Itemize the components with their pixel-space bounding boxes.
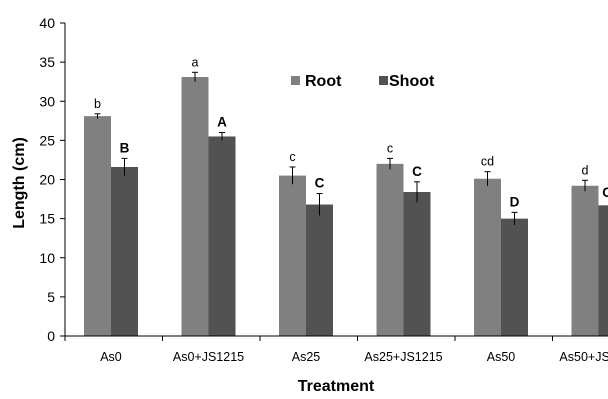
axes xyxy=(64,23,608,337)
significance-label: d xyxy=(582,163,589,177)
y-tick-label: 20 xyxy=(39,172,55,188)
significance-label: c xyxy=(387,141,393,155)
significance-label: c xyxy=(289,150,295,164)
bar-root xyxy=(474,178,501,336)
x-axis-title: Treatment xyxy=(298,378,375,395)
bar-shoot xyxy=(306,204,333,336)
legend-label-root: Root xyxy=(305,73,342,90)
bar-shoot xyxy=(598,205,608,336)
legend-swatch-root xyxy=(291,76,300,85)
y-tick-label: 35 xyxy=(39,54,55,70)
significance-label: b xyxy=(94,97,101,111)
bar-shoot xyxy=(208,136,236,336)
significance-label: B xyxy=(120,140,130,155)
y-axis-title: Length (cm) xyxy=(11,137,28,229)
bars: b Ba Ac Cc Ccd Dd CD xyxy=(84,55,608,337)
x-category-label: As50+JS1215 xyxy=(559,350,608,364)
bar-root xyxy=(571,185,599,336)
significance-label: a xyxy=(192,55,199,69)
x-category-label: As0 xyxy=(100,350,122,364)
y-tick-label: 5 xyxy=(47,289,55,305)
bar-shoot xyxy=(403,192,431,336)
y-tick-label: 10 xyxy=(39,250,55,266)
bar-shoot xyxy=(111,166,138,336)
x-category-label: As25 xyxy=(292,350,321,364)
x-axis-labels: As0 As0+JS1215 As25 As25+JS1215 As50 As50+JS1… xyxy=(64,336,608,364)
y-tick-label: 40 xyxy=(39,15,55,31)
significance-label: CD xyxy=(602,185,608,200)
legend-swatch-shoot xyxy=(379,76,388,85)
significance-label: cd xyxy=(481,155,494,169)
y-tick-label: 0 xyxy=(47,328,55,344)
significance-label: A xyxy=(217,115,227,130)
y-tick-label: 30 xyxy=(39,93,55,109)
bar-root xyxy=(84,116,111,337)
legend: Root Shoot xyxy=(291,73,435,90)
x-category-label: As25+JS1215 xyxy=(364,350,442,364)
bar-root xyxy=(181,76,209,337)
significance-label: D xyxy=(510,194,520,209)
y-axis-ticks: 0 5 10 15 20 25 30 35 40 xyxy=(39,15,65,344)
legend-label-shoot: Shoot xyxy=(389,73,435,90)
bar-root xyxy=(279,175,306,336)
bar-shoot xyxy=(501,218,528,336)
significance-label: C xyxy=(315,176,325,191)
x-category-label: As0+JS1215 xyxy=(173,350,244,364)
y-tick-label: 25 xyxy=(39,132,55,148)
y-tick-label: 15 xyxy=(39,211,55,227)
significance-label: C xyxy=(412,164,422,179)
x-category-label: As50 xyxy=(487,350,516,364)
bar-root xyxy=(376,163,404,336)
